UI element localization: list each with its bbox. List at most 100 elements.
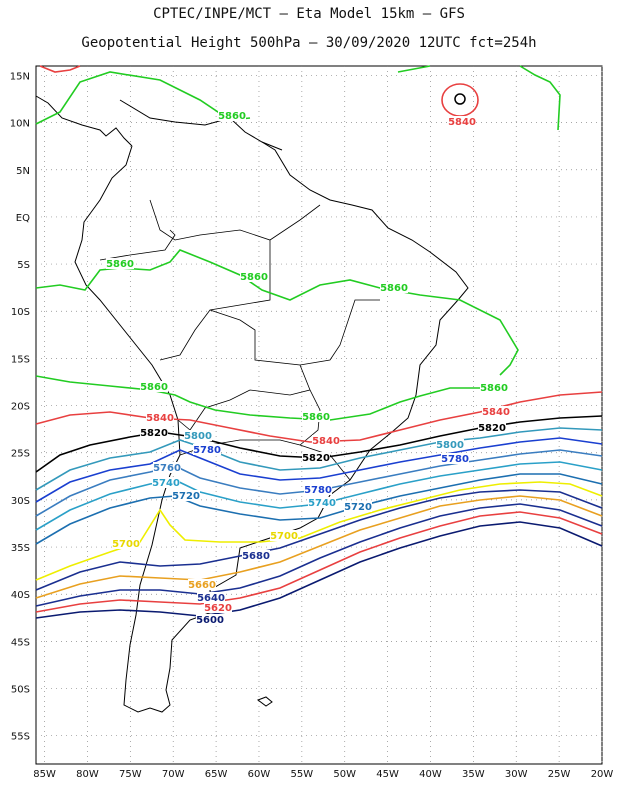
lat-label: EQ	[16, 213, 30, 224]
contour-label: 5860	[140, 382, 168, 393]
contour-label-bg	[240, 271, 268, 282]
lon-label: 35W	[462, 769, 485, 780]
lon-label: 75W	[119, 769, 142, 780]
contour-label-bg	[152, 477, 180, 488]
contour-5860-south	[35, 375, 501, 421]
contour-label-bg	[193, 444, 221, 455]
contour-label-bg	[218, 110, 246, 121]
contour-label: 5840	[146, 413, 174, 424]
lon-label: 60W	[248, 769, 271, 780]
lon-label: 50W	[333, 769, 356, 780]
contour-label: 5740	[152, 478, 180, 489]
lat-label: 5N	[16, 166, 30, 177]
contour-label-bg	[140, 427, 168, 438]
chart-title: CPTEC/INPE/MCT – Eta Model 15km – GFS	[153, 6, 465, 22]
contour-label: 5860	[380, 283, 408, 294]
lat-label: 10S	[11, 307, 30, 318]
contour-label: 5840	[482, 407, 510, 418]
contour-label: 5800	[184, 431, 212, 442]
lat-label: 20S	[11, 402, 30, 413]
contour-label-bg	[188, 579, 216, 590]
contour-label-bg	[441, 453, 469, 464]
contour-label: 5860	[302, 412, 330, 423]
contour-5800	[35, 427, 603, 491]
contour-label: 5720	[344, 502, 372, 513]
contour-label: 5780	[304, 485, 332, 496]
country-borders	[99, 199, 380, 481]
contour-5600	[35, 521, 603, 619]
contour-label: 5620	[204, 603, 232, 614]
contour-label: 5640	[197, 593, 225, 604]
contour-5680	[35, 489, 603, 591]
contour-label: 5800	[436, 440, 464, 451]
contour-label: 5840	[448, 117, 476, 128]
contour-label: 5820	[302, 453, 330, 464]
contour-label: 5720	[172, 491, 200, 502]
contour-label-bg	[478, 422, 506, 433]
contour-label: 5780	[193, 445, 221, 456]
contour-label: 5700	[270, 531, 298, 542]
contour-label-bg	[196, 614, 224, 625]
contour-label-bg	[312, 435, 340, 446]
contour-label-bg	[140, 381, 168, 392]
contour-label: 5820	[140, 428, 168, 439]
longitude-labels: 85W 80W 75W 70W 65W 60W 55W 50W 45W 40W 35W 30W 25W 2…	[33, 769, 613, 780]
chart-subtitle: Geopotential Height 500hPa – 30/09/2020 …	[81, 35, 537, 51]
lat-label: 50S	[11, 685, 30, 696]
contour-5760	[35, 449, 603, 517]
contour-label-bg	[106, 258, 134, 269]
contour-label: 5860	[218, 111, 246, 122]
lon-label: 70W	[162, 769, 185, 780]
high-center-marker	[454, 93, 466, 105]
contour-label-bg	[302, 452, 330, 463]
contour-5640	[35, 503, 603, 607]
lon-label: 30W	[505, 769, 528, 780]
lon-label: 40W	[419, 769, 442, 780]
contour-label: 5840	[312, 436, 340, 447]
lat-label: 15N	[10, 71, 30, 82]
lat-label: 55S	[11, 732, 30, 743]
contour-label: 5700	[112, 539, 140, 550]
contour-label-bg	[344, 501, 372, 512]
lat-label: 45S	[11, 637, 30, 648]
contour-5740	[35, 461, 603, 531]
contour-label-bg	[270, 530, 298, 541]
lon-label: 45W	[376, 769, 399, 780]
lon-label: 55W	[291, 769, 314, 780]
contour-label-bg	[308, 497, 336, 508]
coastlines	[35, 95, 469, 713]
contour-label-bg	[204, 602, 232, 613]
contour-label-bg	[242, 550, 270, 561]
contour-label: 5780	[441, 454, 469, 465]
lat-label: 5S	[17, 260, 30, 271]
lat-label: 30S	[11, 496, 30, 507]
contour-label-bg	[184, 430, 212, 441]
contour-5840-north	[39, 65, 81, 73]
contour-label: 5740	[308, 498, 336, 509]
contour-label-bg	[153, 462, 181, 473]
contour-label: 5680	[242, 551, 270, 562]
caribbean-coast	[119, 99, 283, 151]
contour-label: 5760	[153, 463, 181, 474]
contour-labels: 5860 5840 5860 5860 5860 5860 5860 5860 5840 5840…	[106, 110, 510, 626]
contour-label-bg	[304, 484, 332, 495]
contour-label: 5860	[480, 383, 508, 394]
contour-label-bg	[112, 538, 140, 549]
lon-label: 85W	[33, 769, 56, 780]
contour-label-bg	[380, 282, 408, 293]
central-america-coast	[35, 95, 133, 147]
contour-5660	[35, 495, 603, 599]
lat-label: 15S	[11, 354, 30, 365]
contour-label: 5820	[478, 423, 506, 434]
lat-label: 35S	[11, 543, 30, 554]
contour-label-bg	[302, 411, 330, 422]
contour-label-bg	[197, 592, 225, 603]
lat-label: 25S	[11, 449, 30, 460]
contour-label-bg	[480, 382, 508, 393]
falkland-islands	[256, 696, 273, 707]
contour-label-bg	[436, 439, 464, 450]
contour-label-bg	[172, 490, 200, 501]
contour-5860-tropics	[35, 249, 519, 376]
contour-label: 5600	[196, 615, 224, 626]
